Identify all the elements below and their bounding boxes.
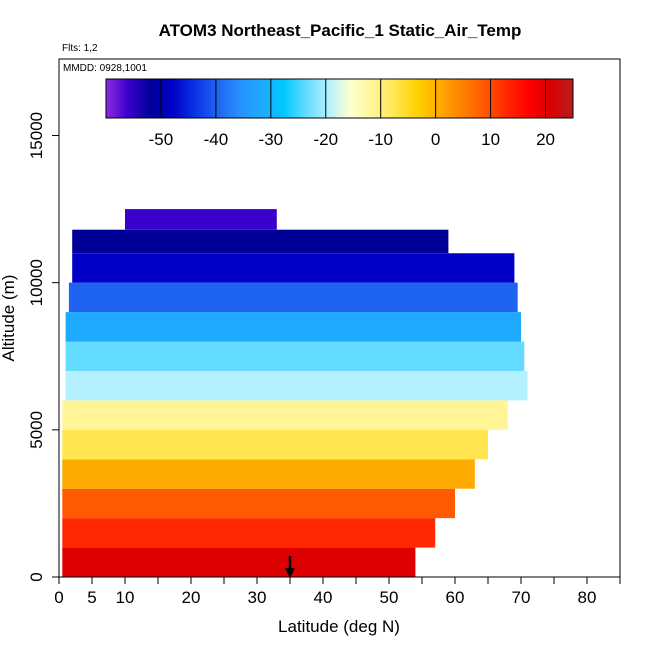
y-tick-label: 0 xyxy=(27,572,46,581)
y-tick-label: 5000 xyxy=(27,411,46,449)
colorbar-ticks: -50 -40 -30 -20 -10 0 10 20 xyxy=(149,79,555,149)
heatmap-band xyxy=(62,429,489,460)
heatmap-cells xyxy=(62,209,528,577)
plot-frame xyxy=(58,58,621,578)
x-tick-label: 30 xyxy=(248,588,267,607)
y-tick-label: 10000 xyxy=(27,259,46,306)
colorbar-tick-label: -50 xyxy=(149,130,174,149)
x-tick-label: 5 xyxy=(87,588,96,607)
heatmap-band xyxy=(125,209,277,230)
heatmap-band xyxy=(72,229,449,254)
heatmap-band xyxy=(62,518,436,548)
colorbar-tick-label: 0 xyxy=(431,130,440,149)
colorbar-tick-label: -20 xyxy=(313,130,338,149)
heatmap-band xyxy=(68,282,518,313)
y-axis: 0 5000 10000 15000 xyxy=(27,112,59,582)
x-tick-label: 80 xyxy=(578,588,597,607)
colorbar-tick-label: 20 xyxy=(536,130,555,149)
colorbar: -50 -40 -30 -20 -10 0 10 20 xyxy=(105,78,574,149)
chart-title: ATOM3 Northeast_Pacific_1 Static_Air_Tem… xyxy=(159,21,522,40)
x-tick-label: 0 xyxy=(54,588,63,607)
x-tick-label: 10 xyxy=(116,588,135,607)
dates-label: MMDD: 0928,1001 xyxy=(63,63,147,74)
colorbar-frame xyxy=(105,78,574,119)
arrow-head xyxy=(285,568,295,578)
heatmap-band xyxy=(62,547,416,577)
latitude-marker-arrow xyxy=(285,556,295,578)
colorbar-tick-label: -40 xyxy=(204,130,229,149)
y-axis-label: Altitude (m) xyxy=(0,275,18,362)
heatmap-band xyxy=(62,459,475,489)
heatmap-band xyxy=(62,400,508,430)
y-tick-label: 15000 xyxy=(27,112,46,159)
heatmap-band xyxy=(72,253,515,283)
heatmap-band xyxy=(65,312,521,342)
heatmap-band xyxy=(62,488,456,519)
x-axis: 0 5 10 20 30 40 50 60 70 80 xyxy=(54,577,621,607)
x-axis-label: Latitude (deg N) xyxy=(278,617,400,636)
flights-label: Flts: 1,2 xyxy=(62,43,98,54)
colorbar-tick-label: 10 xyxy=(481,130,500,149)
x-tick-label: 70 xyxy=(512,588,531,607)
colorbar-tick-label: -30 xyxy=(259,130,284,149)
colorbar-gradient xyxy=(106,79,573,118)
x-tick-label: 20 xyxy=(182,588,201,607)
x-tick-label: 60 xyxy=(446,588,465,607)
heatmap-band xyxy=(65,370,528,401)
x-tick-label: 50 xyxy=(380,588,399,607)
x-tick-label: 40 xyxy=(314,588,333,607)
colorbar-tick-label: -10 xyxy=(368,130,393,149)
heatmap-band xyxy=(65,341,525,371)
